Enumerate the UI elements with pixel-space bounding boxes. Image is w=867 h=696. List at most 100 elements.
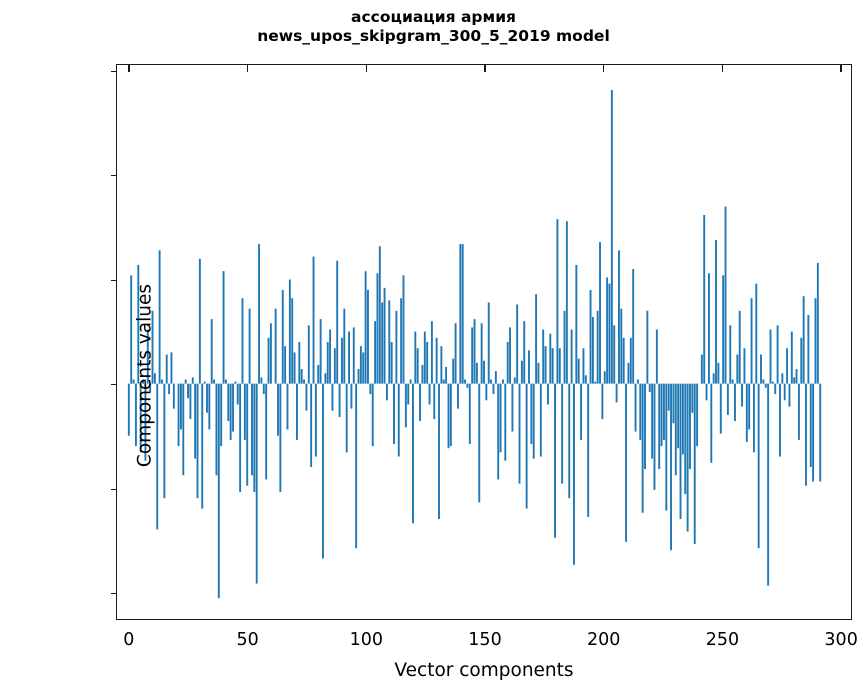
bar	[539, 383, 542, 457]
x-axis-label: Vector components	[394, 660, 574, 681]
bar	[269, 323, 272, 384]
bar	[745, 383, 748, 442]
y-tick-mark	[110, 175, 117, 177]
bar	[400, 298, 403, 384]
bar	[457, 383, 459, 409]
bar	[397, 383, 400, 457]
bar	[622, 337, 625, 384]
bar	[213, 379, 216, 384]
bar	[613, 325, 616, 384]
bar	[719, 383, 722, 434]
bar	[454, 323, 457, 384]
bar	[703, 214, 706, 384]
bar	[497, 383, 500, 480]
bar	[331, 383, 334, 411]
bar	[639, 383, 642, 440]
bar	[506, 342, 509, 384]
bar	[459, 244, 462, 384]
bar	[251, 383, 253, 476]
bar	[317, 364, 320, 384]
x-tick-mark	[484, 65, 486, 72]
bar	[146, 329, 149, 384]
bar	[369, 383, 372, 395]
bar	[345, 383, 348, 453]
bar	[684, 383, 687, 495]
bar	[364, 271, 367, 384]
x-tick-mark	[246, 65, 249, 72]
bar	[428, 383, 431, 405]
bar	[161, 379, 163, 384]
bar	[189, 383, 192, 420]
bar	[246, 383, 249, 486]
y-tick-mark	[110, 70, 117, 72]
bar	[229, 383, 232, 440]
bar	[774, 383, 777, 395]
bar	[743, 348, 746, 384]
bar	[464, 379, 467, 384]
bar	[210, 319, 213, 384]
plot-area	[117, 65, 851, 619]
bar	[149, 383, 152, 392]
chart-title-line-1: ассоциация армия	[350, 8, 517, 26]
bar	[409, 379, 412, 384]
bar	[603, 371, 606, 384]
bar	[165, 354, 168, 384]
bar	[438, 383, 440, 520]
bar	[258, 244, 261, 384]
bar	[596, 310, 599, 384]
bar	[388, 300, 391, 384]
x-tick-label: 50	[236, 630, 259, 650]
bar	[324, 373, 327, 384]
bar	[433, 383, 436, 420]
bar	[620, 308, 623, 384]
bar	[338, 383, 341, 417]
y-tick-mark	[110, 593, 117, 595]
bar	[288, 279, 291, 384]
bar	[764, 383, 767, 388]
bar	[670, 383, 672, 551]
bar	[565, 221, 568, 384]
bar	[800, 337, 803, 384]
bar	[385, 383, 388, 401]
bar	[208, 383, 211, 430]
bar	[776, 325, 779, 384]
bar	[483, 360, 485, 384]
bar	[819, 383, 822, 482]
bar	[812, 383, 815, 482]
bar	[677, 383, 680, 449]
bar	[435, 337, 438, 384]
bar	[260, 377, 263, 384]
bar	[350, 383, 353, 409]
bar	[383, 287, 386, 384]
bar	[625, 383, 628, 542]
y-tick-mark	[110, 488, 117, 490]
bar	[686, 383, 689, 532]
bar	[310, 383, 313, 467]
bar	[137, 264, 140, 384]
bar	[710, 383, 713, 463]
bar	[253, 383, 256, 492]
bar	[312, 256, 315, 384]
bar	[336, 260, 339, 384]
bar	[291, 298, 294, 384]
bar	[807, 314, 810, 384]
bar	[279, 383, 282, 492]
bar	[679, 383, 682, 520]
bar	[760, 354, 762, 384]
bar	[206, 383, 208, 413]
bar	[265, 383, 268, 480]
bar	[558, 348, 561, 384]
bar	[419, 383, 422, 422]
bar	[412, 383, 414, 524]
bar	[634, 383, 637, 432]
bar	[130, 275, 133, 384]
bar	[307, 325, 310, 384]
plot-axes: 1.51.00.50.0−0.5−1.0 050100150200250300 …	[110, 64, 858, 650]
bar	[194, 383, 197, 459]
bar	[748, 383, 751, 430]
bar	[672, 383, 675, 424]
bar	[797, 383, 800, 440]
bar	[326, 342, 329, 384]
bar	[139, 383, 142, 453]
bar	[795, 369, 798, 384]
